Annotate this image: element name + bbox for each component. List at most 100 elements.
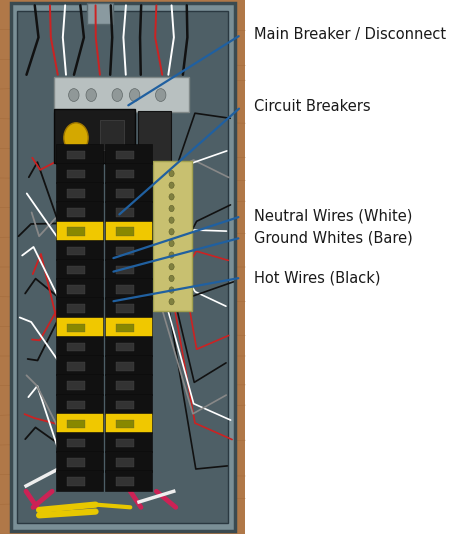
FancyBboxPatch shape xyxy=(55,432,103,452)
Bar xyxy=(117,381,134,390)
Circle shape xyxy=(69,89,79,101)
Bar xyxy=(67,151,85,159)
Bar xyxy=(117,420,134,428)
Bar xyxy=(117,400,134,409)
Text: Circuit Breakers: Circuit Breakers xyxy=(254,99,371,114)
Bar xyxy=(87,3,113,24)
FancyBboxPatch shape xyxy=(105,374,152,395)
Text: Main Breaker / Disconnect: Main Breaker / Disconnect xyxy=(254,27,446,42)
Circle shape xyxy=(169,287,174,293)
Bar xyxy=(117,208,134,217)
Bar xyxy=(0,0,246,534)
FancyBboxPatch shape xyxy=(55,317,103,337)
Bar xyxy=(117,439,134,447)
Bar xyxy=(67,381,85,390)
Bar xyxy=(117,285,134,294)
Bar xyxy=(117,189,134,198)
FancyBboxPatch shape xyxy=(55,336,103,356)
Text: Neutral Wires (White): Neutral Wires (White) xyxy=(254,209,412,224)
Bar xyxy=(117,151,134,159)
Circle shape xyxy=(169,217,174,223)
Circle shape xyxy=(169,170,174,177)
FancyBboxPatch shape xyxy=(105,317,152,337)
Bar xyxy=(67,189,85,198)
FancyBboxPatch shape xyxy=(55,77,189,112)
FancyBboxPatch shape xyxy=(55,278,103,299)
FancyBboxPatch shape xyxy=(105,336,152,356)
Bar xyxy=(67,247,85,255)
FancyBboxPatch shape xyxy=(55,109,135,163)
Bar xyxy=(67,343,85,351)
Bar xyxy=(117,304,134,313)
Bar xyxy=(117,170,134,178)
Bar xyxy=(117,227,134,236)
FancyBboxPatch shape xyxy=(105,201,152,222)
FancyBboxPatch shape xyxy=(105,278,152,299)
Circle shape xyxy=(169,240,174,247)
FancyBboxPatch shape xyxy=(153,161,192,311)
Bar xyxy=(67,458,85,467)
FancyBboxPatch shape xyxy=(55,163,103,183)
Bar xyxy=(100,120,124,150)
FancyBboxPatch shape xyxy=(105,297,152,318)
FancyBboxPatch shape xyxy=(55,201,103,222)
Text: Ground Whites (Bare): Ground Whites (Bare) xyxy=(254,230,413,245)
FancyBboxPatch shape xyxy=(105,451,152,472)
FancyBboxPatch shape xyxy=(137,111,171,162)
FancyBboxPatch shape xyxy=(105,163,152,183)
FancyBboxPatch shape xyxy=(55,451,103,472)
Bar xyxy=(67,477,85,486)
Bar xyxy=(18,11,228,523)
FancyBboxPatch shape xyxy=(55,182,103,202)
Bar xyxy=(67,304,85,313)
FancyBboxPatch shape xyxy=(105,413,152,433)
Bar xyxy=(67,324,85,332)
Circle shape xyxy=(169,264,174,270)
Bar xyxy=(67,285,85,294)
Circle shape xyxy=(169,182,174,189)
Bar xyxy=(67,170,85,178)
Circle shape xyxy=(155,89,166,101)
Bar xyxy=(117,247,134,255)
Bar xyxy=(117,266,134,274)
Bar xyxy=(67,227,85,236)
Bar xyxy=(67,439,85,447)
Text: Hot Wires (Black): Hot Wires (Black) xyxy=(254,270,381,285)
Bar xyxy=(117,362,134,371)
Circle shape xyxy=(129,89,140,101)
Bar xyxy=(117,343,134,351)
FancyBboxPatch shape xyxy=(105,355,152,375)
FancyBboxPatch shape xyxy=(105,144,152,164)
FancyBboxPatch shape xyxy=(105,470,152,491)
FancyBboxPatch shape xyxy=(55,240,103,260)
Bar xyxy=(117,324,134,332)
FancyBboxPatch shape xyxy=(105,432,152,452)
FancyBboxPatch shape xyxy=(55,259,103,279)
FancyBboxPatch shape xyxy=(105,394,152,414)
Bar xyxy=(67,362,85,371)
Bar xyxy=(67,208,85,217)
Circle shape xyxy=(112,89,122,101)
FancyBboxPatch shape xyxy=(105,182,152,202)
Circle shape xyxy=(169,299,174,305)
Circle shape xyxy=(169,229,174,235)
FancyBboxPatch shape xyxy=(55,394,103,414)
Bar xyxy=(67,266,85,274)
Circle shape xyxy=(86,89,96,101)
Bar xyxy=(117,477,134,486)
FancyBboxPatch shape xyxy=(105,259,152,279)
FancyBboxPatch shape xyxy=(55,374,103,395)
Bar xyxy=(67,400,85,409)
FancyBboxPatch shape xyxy=(55,413,103,433)
Bar xyxy=(67,420,85,428)
FancyBboxPatch shape xyxy=(55,297,103,318)
FancyBboxPatch shape xyxy=(55,144,103,164)
FancyBboxPatch shape xyxy=(105,240,152,260)
FancyBboxPatch shape xyxy=(11,3,235,531)
FancyBboxPatch shape xyxy=(105,221,152,241)
Circle shape xyxy=(64,123,88,153)
FancyBboxPatch shape xyxy=(55,221,103,241)
FancyBboxPatch shape xyxy=(55,355,103,375)
Circle shape xyxy=(169,205,174,211)
Circle shape xyxy=(169,275,174,281)
